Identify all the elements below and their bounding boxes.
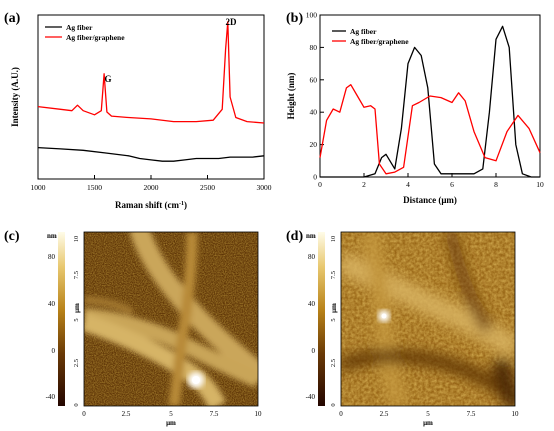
panel-b-axes-frame [319, 14, 541, 178]
x-tick-label: 4 [406, 180, 410, 189]
afm-c-y-tick: 2.5 [73, 359, 80, 367]
panel-a-legend: Ag fiber Ag fiber/graphene [45, 23, 125, 42]
x-tick-label: 2000 [144, 183, 159, 192]
x-tick-label: 2 [362, 180, 366, 189]
colorbar-d-tick: -40 [306, 393, 316, 401]
colorbar-c [58, 232, 65, 406]
colorbar-d-tick: 0 [312, 347, 316, 355]
panel-b-legend: Ag fiber Ag fiber/graphene [332, 27, 409, 46]
panel-b-x-label: Distance (μm) [403, 195, 457, 205]
x-tick-label: 1000 [31, 183, 46, 192]
afm-d-y-tick: 0 [330, 403, 337, 406]
panel-a-series [37, 21, 265, 162]
afm-d-y-tick: 7.5 [330, 271, 337, 279]
afm-c-x-tick: 10 [255, 410, 263, 418]
series-line-ag-fiber [37, 146, 265, 162]
panel-c-label: (c) [4, 229, 20, 244]
afm-c-y-tick: 7.5 [73, 271, 80, 279]
afm-image-d-frame [340, 231, 516, 407]
colorbar-d [318, 232, 325, 406]
colorbar-c-tick: 80 [48, 253, 56, 261]
afm-c-y-unit: μm [73, 303, 81, 313]
afm-d-x-unit: μm [423, 419, 433, 427]
afm-d-y-unit: μm [330, 303, 338, 313]
x-tick-label: 10 [536, 180, 544, 189]
y-tick-label: 20 [310, 140, 318, 149]
afm-d-x-tick: 0 [339, 410, 343, 418]
series-line-ag-fiber-graphene [37, 21, 265, 124]
x-tick-label: 8 [494, 180, 498, 189]
colorbar-d-tick: 80 [308, 253, 316, 261]
legend-label-ag-fiber: Ag fiber [66, 23, 93, 32]
panel-d: (d) nm 80 40 0 -40 μm 10 7.5 5 2.5 0 0 [286, 229, 519, 427]
afm-c-x-tick: 2.5 [122, 410, 131, 418]
panel-a: (a) 1000 1500 2000 2500 3000 Raman shift (cm… [4, 11, 272, 210]
x-tick-label: 2500 [200, 183, 215, 192]
colorbar-d-unit: nm [306, 232, 316, 240]
colorbar-c-tick: -40 [46, 393, 56, 401]
y-tick-label: 60 [310, 75, 318, 84]
x-tick-label: 3000 [257, 183, 272, 192]
y-tick-label: 80 [310, 43, 318, 52]
y-tick-label: 100 [306, 11, 318, 20]
afm-c-x-tick: 5 [169, 410, 173, 418]
afm-image-d [341, 232, 515, 406]
afm-image-c-frame [83, 231, 259, 407]
colorbar-c-tick: 40 [48, 300, 56, 308]
afm-c-y-tick: 5 [73, 318, 80, 321]
y-tick-label: 0 [313, 173, 317, 182]
afm-c-x-tick: 7.5 [210, 410, 219, 418]
panel-b-y-label: Height (nm) [286, 73, 296, 120]
peak-label-g: G [104, 74, 111, 84]
afm-image-c [84, 232, 258, 406]
panel-b-y-ticks: 0 20 40 60 80 100 [306, 11, 324, 182]
x-tick-label: 1500 [87, 183, 102, 192]
legend-label-ag-graphene: Ag fiber/graphene [350, 37, 409, 46]
panel-a-x-ticks: 1000 1500 2000 2500 3000 [31, 175, 272, 192]
afm-d-y-tick: 5 [330, 318, 337, 321]
afm-d-x-tick: 7.5 [467, 410, 476, 418]
x-tick-label: 0 [318, 180, 322, 189]
y-tick-label: 40 [310, 108, 318, 117]
peak-label-2d: 2D [226, 17, 238, 27]
afm-d-y-tick: 2.5 [330, 359, 337, 367]
panel-b-x-ticks: 0 2 4 6 8 10 [318, 173, 544, 189]
panel-b: (b) 0 2 4 6 8 10 0 20 40 60 80 100 Distance (μm) H… [286, 11, 544, 206]
afm-c-x-unit: μm [166, 419, 176, 427]
panel-d-label: (d) [286, 229, 303, 244]
afm-d-y-tick: 10 [330, 236, 337, 243]
series-line-ag-fiber-graphene [319, 84, 541, 175]
afm-c-y-tick: 0 [73, 403, 80, 406]
panel-b-label: (b) [286, 11, 303, 26]
panel-a-y-label: Intensity (A.U.) [10, 67, 20, 127]
afm-c-y-tick: 10 [73, 236, 80, 243]
colorbar-d-tick: 40 [308, 300, 316, 308]
legend-label-ag-graphene: Ag fiber/graphene [66, 33, 125, 42]
afm-d-x-tick: 10 [512, 410, 520, 418]
colorbar-c-tick: 0 [52, 347, 56, 355]
panel-c: (c) nm 80 40 0 -40 μm 10 7.5 5 2.5 0 0 [4, 229, 262, 427]
legend-label-ag-fiber: Ag fiber [350, 27, 377, 36]
afm-d-x-tick: 2.5 [380, 410, 389, 418]
afm-d-x-tick: 5 [426, 410, 430, 418]
colorbar-c-unit: nm [47, 232, 57, 240]
panel-a-label: (a) [4, 11, 21, 26]
panel-a-x-label: Raman shift (cm-1) [115, 200, 187, 210]
series-line-ag-fiber [320, 25, 540, 178]
afm-c-x-tick: 0 [82, 410, 86, 418]
panel-b-series [319, 25, 541, 178]
x-tick-label: 6 [450, 180, 454, 189]
